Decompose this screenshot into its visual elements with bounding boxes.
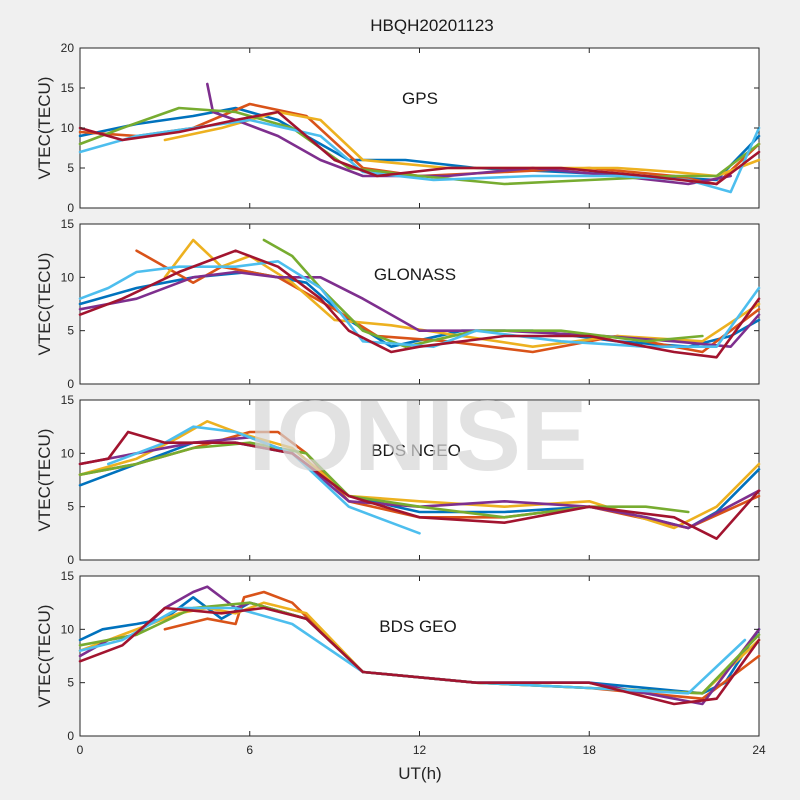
y-tick-label: 15 bbox=[61, 569, 75, 583]
y-axis-label: VTEC(TECU) bbox=[35, 429, 54, 532]
series-line-6 bbox=[78, 259, 761, 349]
y-tick-label: 0 bbox=[67, 377, 74, 391]
series-line-4 bbox=[78, 270, 761, 349]
series-line-6 bbox=[78, 606, 747, 695]
axes-frame bbox=[79, 47, 760, 209]
axes-frame bbox=[79, 575, 760, 737]
y-tick-label: 0 bbox=[67, 553, 74, 567]
panel-label: GLONASS bbox=[374, 265, 456, 284]
chart-panel-3: 0 5 10 15 BDS NGEO VTEC(TECU) bbox=[35, 393, 761, 567]
y-tick-label: 15 bbox=[61, 393, 75, 407]
panel-label: BDS NGEO bbox=[371, 441, 461, 460]
y-tick-label: 20 bbox=[61, 41, 75, 55]
y-tick-label: 10 bbox=[61, 446, 75, 460]
y-tick-label: 10 bbox=[61, 622, 75, 636]
y-tick-label: 15 bbox=[61, 217, 75, 231]
y-axis-label: VTEC(TECU) bbox=[35, 253, 54, 356]
x-tick-label: 24 bbox=[752, 743, 766, 757]
x-tick-label: 0 bbox=[77, 743, 84, 757]
x-tick-label: 12 bbox=[413, 743, 427, 757]
y-tick-label: 5 bbox=[67, 324, 74, 338]
watermark: IONISE bbox=[249, 380, 588, 492]
y-axis-label: VTEC(TECU) bbox=[35, 77, 54, 180]
x-tick-label: 18 bbox=[583, 743, 597, 757]
x-tick-label: 6 bbox=[246, 743, 253, 757]
series-line-6 bbox=[107, 425, 421, 535]
y-tick-label: 10 bbox=[61, 121, 75, 135]
axes-frame bbox=[79, 223, 760, 385]
panels: 0 5 10 15 20 GPS VTEC(TECU) 0 5 10 15 GLONASS VTEC(T… bbox=[35, 41, 766, 757]
y-tick-label: 0 bbox=[67, 201, 74, 215]
y-tick-label: 10 bbox=[61, 270, 75, 284]
chart-panel-1: 0 5 10 15 20 GPS VTEC(TECU) bbox=[35, 41, 761, 215]
series-line-7 bbox=[78, 606, 761, 706]
x-axis-label: UT(h) bbox=[398, 764, 441, 783]
series-line-4 bbox=[78, 435, 761, 530]
series-line-7 bbox=[78, 249, 761, 359]
y-tick-label: 5 bbox=[67, 500, 74, 514]
chart-panel-4: 0 5 10 15 0 6 12 18 24 BDS GEO VTEC(TECU) bbox=[35, 569, 766, 757]
panel-label: BDS GEO bbox=[379, 617, 456, 636]
chart-panel-2: 0 5 10 15 GLONASS VTEC(TECU) bbox=[35, 217, 761, 391]
series-line-7 bbox=[78, 430, 761, 541]
figure-title: HBQH20201123 bbox=[370, 16, 494, 35]
y-tick-label: 5 bbox=[67, 161, 74, 175]
series-line-7 bbox=[78, 110, 761, 186]
panel-label: GPS bbox=[402, 89, 438, 108]
series-line-5 bbox=[262, 238, 704, 349]
y-tick-label: 15 bbox=[61, 81, 75, 95]
series-line-5 bbox=[78, 106, 761, 186]
y-tick-label: 0 bbox=[67, 729, 74, 743]
y-tick-label: 5 bbox=[67, 676, 74, 690]
y-axis-label: VTEC(TECU) bbox=[35, 605, 54, 708]
